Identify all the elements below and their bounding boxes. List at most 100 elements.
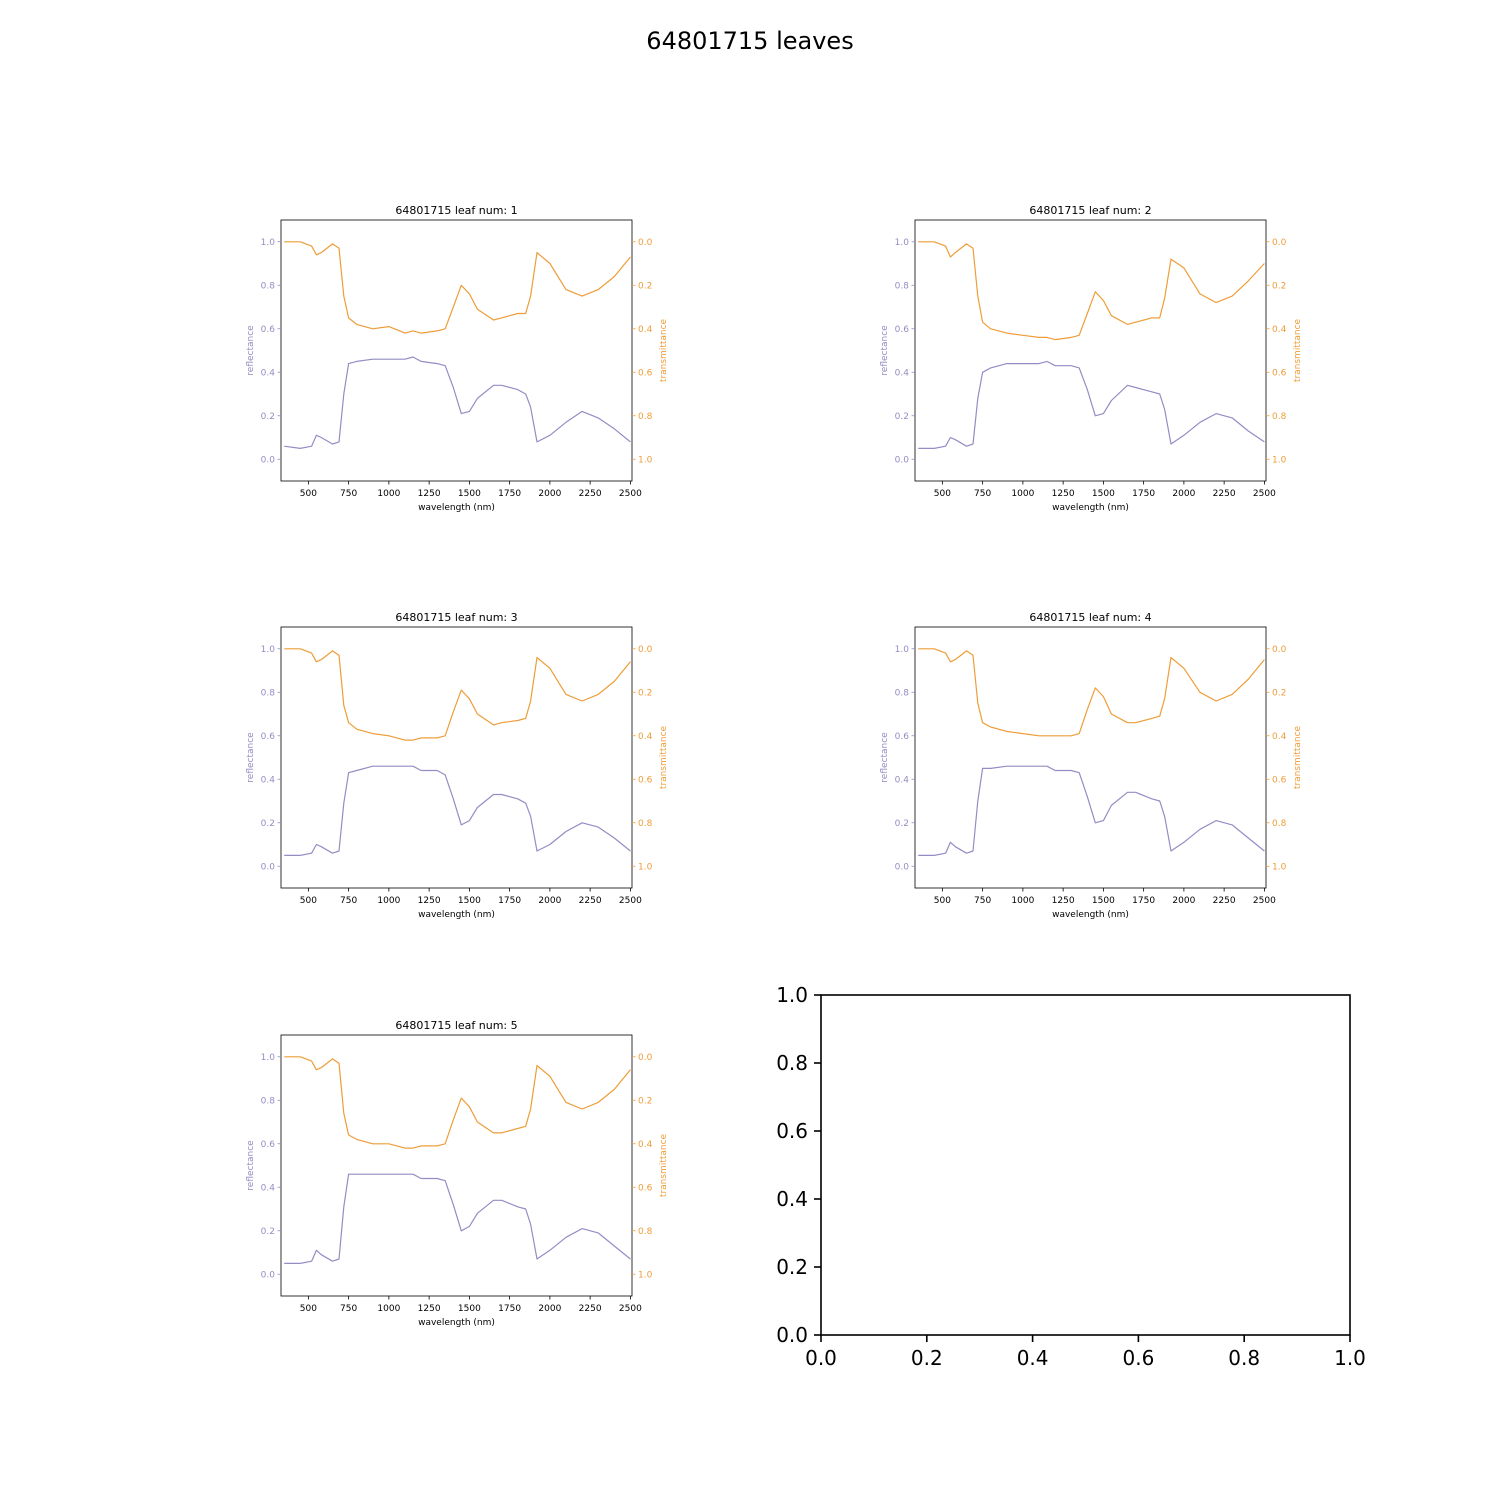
right-y-tick-label: 0.4 [638,325,653,335]
x-tick-label: 1000 [1011,896,1034,906]
right-y-tick-label: 1.0 [638,1270,653,1280]
x-axis-label: wavelength (nm) [418,503,495,513]
left-y-tick-label: 0.2 [261,412,275,422]
x-tick-label: 1500 [458,489,481,499]
x-tick-label: 2000 [1172,489,1195,499]
x-tick-label: 500 [300,489,317,499]
subplot-grid: 64801715 leaf num: 1 500 750 1000 1250 1500 17… [246,204,1366,1370]
left-y-tick-label: 0.4 [261,775,276,785]
x-tick-label: 1250 [418,489,441,499]
right-y-tick-label: 0.8 [1272,412,1287,422]
x-tick-label: 1000 [377,1304,400,1314]
axes-frame [280,626,633,889]
y-tick-label: 0.6 [776,1119,808,1143]
left-y-tick-label: 1.0 [261,645,276,655]
x-tick-label: 1750 [498,1304,521,1314]
left-y-tick-label: 0.0 [895,455,910,465]
subplot-title: 64801715 leaf num: 4 [1029,611,1151,624]
right-y-tick-label: 1.0 [1272,455,1287,465]
x-tick-label: 2500 [619,1304,642,1314]
left-y-tick-label: 0.6 [895,325,910,335]
right-y-tick-label: 0.6 [638,775,653,785]
x-tick-label: 500 [934,489,951,499]
left-y-axis-label: reflectance [246,325,256,376]
right-y-tick-label: 0.0 [638,645,653,655]
x-tick-label: 0.4 [1017,1346,1049,1370]
right-y-axis-label: transmittance [659,1133,669,1197]
x-tick-label: 500 [300,896,317,906]
figure-suptitle: 64801715 leaves [646,27,853,55]
reflectance-line [918,360,1265,449]
x-tick-label: 2250 [579,896,602,906]
left-y-tick-label: 1.0 [261,238,276,248]
x-tick-label: 2250 [1213,489,1236,499]
left-y-axis-label: reflectance [246,1140,256,1191]
x-tick-label: 1250 [1052,489,1075,499]
x-tick-label: 1750 [1132,896,1155,906]
x-tick-label: 0.2 [911,1346,943,1370]
right-y-tick-label: 0.4 [1272,325,1287,335]
right-y-tick-label: 0.8 [638,412,653,422]
x-tick-label: 750 [340,1304,357,1314]
left-y-tick-label: 0.4 [895,775,910,785]
left-y-tick-label: 0.0 [261,1270,276,1280]
left-y-axis-label: reflectance [880,732,890,783]
right-y-axis-label: transmittance [1293,725,1303,789]
x-tick-label: 1750 [1132,489,1155,499]
x-tick-label: 1000 [377,489,400,499]
left-y-tick-label: 0.2 [895,819,909,829]
left-y-tick-label: 0.6 [261,1140,276,1150]
x-tick-label: 1750 [498,489,521,499]
x-tick-label: 1750 [498,896,521,906]
left-y-tick-label: 0.2 [895,412,909,422]
x-tick-label: 750 [974,896,991,906]
axes-frame [914,626,1267,889]
axes-frame [280,219,633,482]
right-y-axis-label: transmittance [659,318,669,382]
x-tick-label: 1250 [418,1304,441,1314]
subplot-leaf-4: 64801715 leaf num: 4 500 750 1000 1250 1500 17… [880,611,1303,920]
left-y-tick-label: 0.6 [261,325,276,335]
left-y-tick-label: 0.8 [895,281,910,291]
x-tick-label: 2500 [1253,489,1276,499]
x-tick-label: 2250 [579,489,602,499]
subplot-title: 64801715 leaf num: 1 [395,204,517,217]
right-y-tick-label: 1.0 [638,862,653,872]
axes-frame [280,1034,633,1297]
transmittance-line [918,648,1265,737]
reflectance-line [284,356,631,449]
left-y-tick-label: 0.2 [261,819,275,829]
subplot-leaf-5: 64801715 leaf num: 5 500 750 1000 1250 1500 17… [246,1019,669,1328]
subplot-leaf-2: 64801715 leaf num: 2 500 750 1000 1250 1500 17… [880,204,1303,513]
axes-frame [914,219,1267,482]
right-y-axis-label: transmittance [659,725,669,789]
subplot-title: 64801715 leaf num: 2 [1029,204,1151,217]
x-tick-label: 1500 [458,1304,481,1314]
left-y-tick-label: 0.8 [261,1096,276,1106]
x-tick-label: 1000 [377,896,400,906]
right-y-tick-label: 0.4 [638,732,653,742]
x-tick-label: 750 [340,489,357,499]
right-y-tick-label: 0.0 [638,238,653,248]
reflectance-line [284,765,631,857]
x-tick-label: 1500 [458,896,481,906]
reflectance-line [284,1173,631,1265]
left-y-tick-label: 0.0 [261,455,276,465]
right-y-tick-label: 0.6 [638,368,653,378]
left-y-tick-label: 0.8 [895,688,910,698]
left-y-tick-label: 0.4 [895,368,910,378]
x-tick-label: 500 [300,1304,317,1314]
left-y-tick-label: 0.8 [261,281,276,291]
left-y-tick-label: 0.0 [261,862,276,872]
right-y-axis-label: transmittance [1293,318,1303,382]
right-y-tick-label: 0.4 [1272,732,1287,742]
x-tick-label: 1250 [418,896,441,906]
x-tick-label: 2000 [538,489,561,499]
x-axis-label: wavelength (nm) [1052,910,1129,920]
subplot-leaf-1: 64801715 leaf num: 1 500 750 1000 1250 1500 17… [246,204,669,513]
subplot-title: 64801715 leaf num: 5 [395,1019,517,1032]
left-y-axis-label: reflectance [880,325,890,376]
x-tick-label: 750 [340,896,357,906]
x-tick-label: 0.6 [1122,1346,1154,1370]
